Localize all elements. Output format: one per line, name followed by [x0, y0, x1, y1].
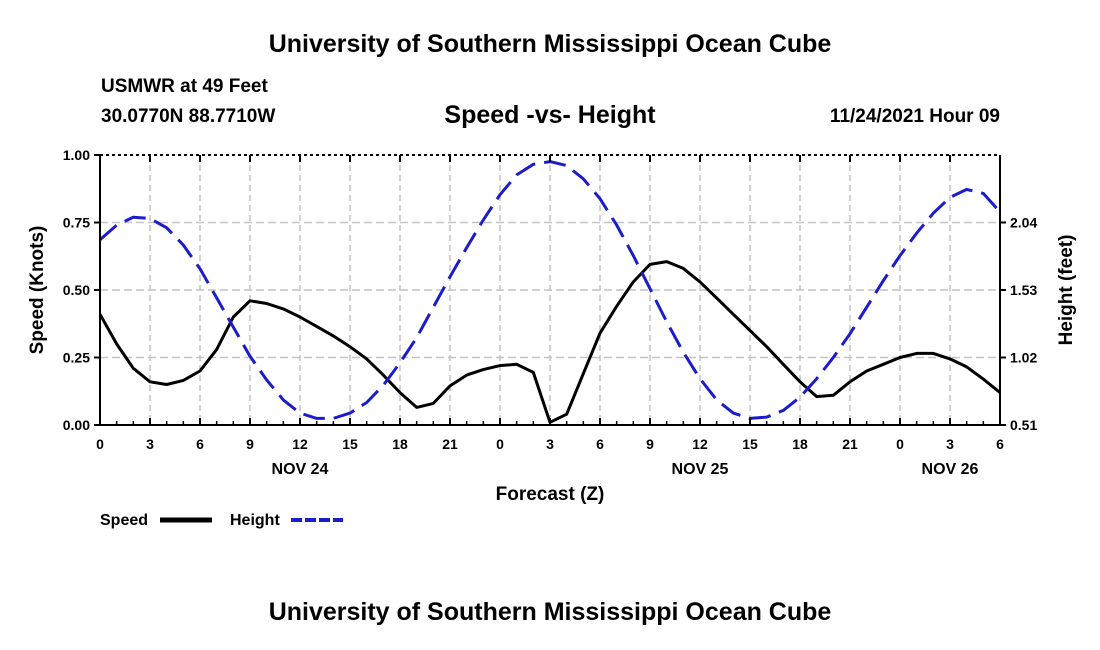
x-tick-label: 0	[96, 436, 104, 452]
x-tick-label: 21	[442, 436, 458, 452]
date-label: NOV 24	[272, 461, 329, 478]
y-tick-label: 0.75	[63, 215, 90, 231]
x-tick-label: 3	[546, 436, 554, 452]
x-tick-label: 21	[842, 436, 858, 452]
y-tick-label: 0.25	[63, 350, 90, 366]
legend-speed-label: Speed	[100, 512, 148, 529]
legend: Speed Height	[100, 512, 343, 529]
x-tick-label: 18	[392, 436, 408, 452]
grid-lines	[100, 155, 1000, 425]
tick-labels: 0 3 6 9 12 15 18 21 0 3 6 9 12 15 18 21 0 3 6 0.00 0.25 0.50 0…	[63, 147, 1038, 478]
x-axis-label: Forecast (Z)	[496, 484, 605, 505]
x-tick-label: 12	[292, 436, 308, 452]
y2-axis-label: Height (feet)	[1056, 235, 1077, 346]
page-title: University of Southern Mississippi Ocean…	[268, 30, 832, 58]
axes	[94, 154, 1006, 426]
x-tick-label: 15	[742, 436, 758, 452]
y-axis-label: Speed (Knots)	[27, 226, 48, 355]
x-tick-label: 0	[896, 436, 904, 452]
x-tick-label: 9	[246, 436, 254, 452]
chart-title: Speed -vs- Height	[444, 101, 656, 129]
x-tick-label: 15	[342, 436, 358, 452]
station-coordinates: 30.0770N 88.7710W	[101, 106, 276, 127]
date-label: NOV 25	[672, 461, 729, 478]
y2-tick-label: 0.51	[1010, 417, 1037, 433]
legend-height-label: Height	[230, 512, 280, 529]
y-tick-label: 0.00	[63, 417, 90, 433]
x-tick-label: 3	[946, 436, 954, 452]
y2-tick-label: 1.02	[1010, 350, 1037, 366]
forecast-datetime: 11/24/2021 Hour 09	[829, 106, 1000, 127]
y-tick-label: 0.50	[63, 282, 90, 298]
station-label: USMWR at 49 Feet	[101, 76, 268, 97]
x-tick-label: 12	[692, 436, 708, 452]
y-tick-label: 1.00	[63, 147, 90, 163]
x-tick-label: 18	[792, 436, 808, 452]
x-tick-label: 3	[146, 436, 154, 452]
footer-title: University of Southern Mississippi Ocean…	[268, 598, 832, 626]
y2-tick-label: 2.04	[1010, 215, 1037, 231]
x-tick-label: 6	[596, 436, 604, 452]
y2-tick-label: 1.53	[1010, 282, 1037, 298]
x-tick-label: 0	[496, 436, 504, 452]
date-label: NOV 26	[922, 461, 979, 478]
x-tick-label: 6	[996, 436, 1004, 452]
x-tick-label: 9	[646, 436, 654, 452]
x-tick-label: 6	[196, 436, 204, 452]
